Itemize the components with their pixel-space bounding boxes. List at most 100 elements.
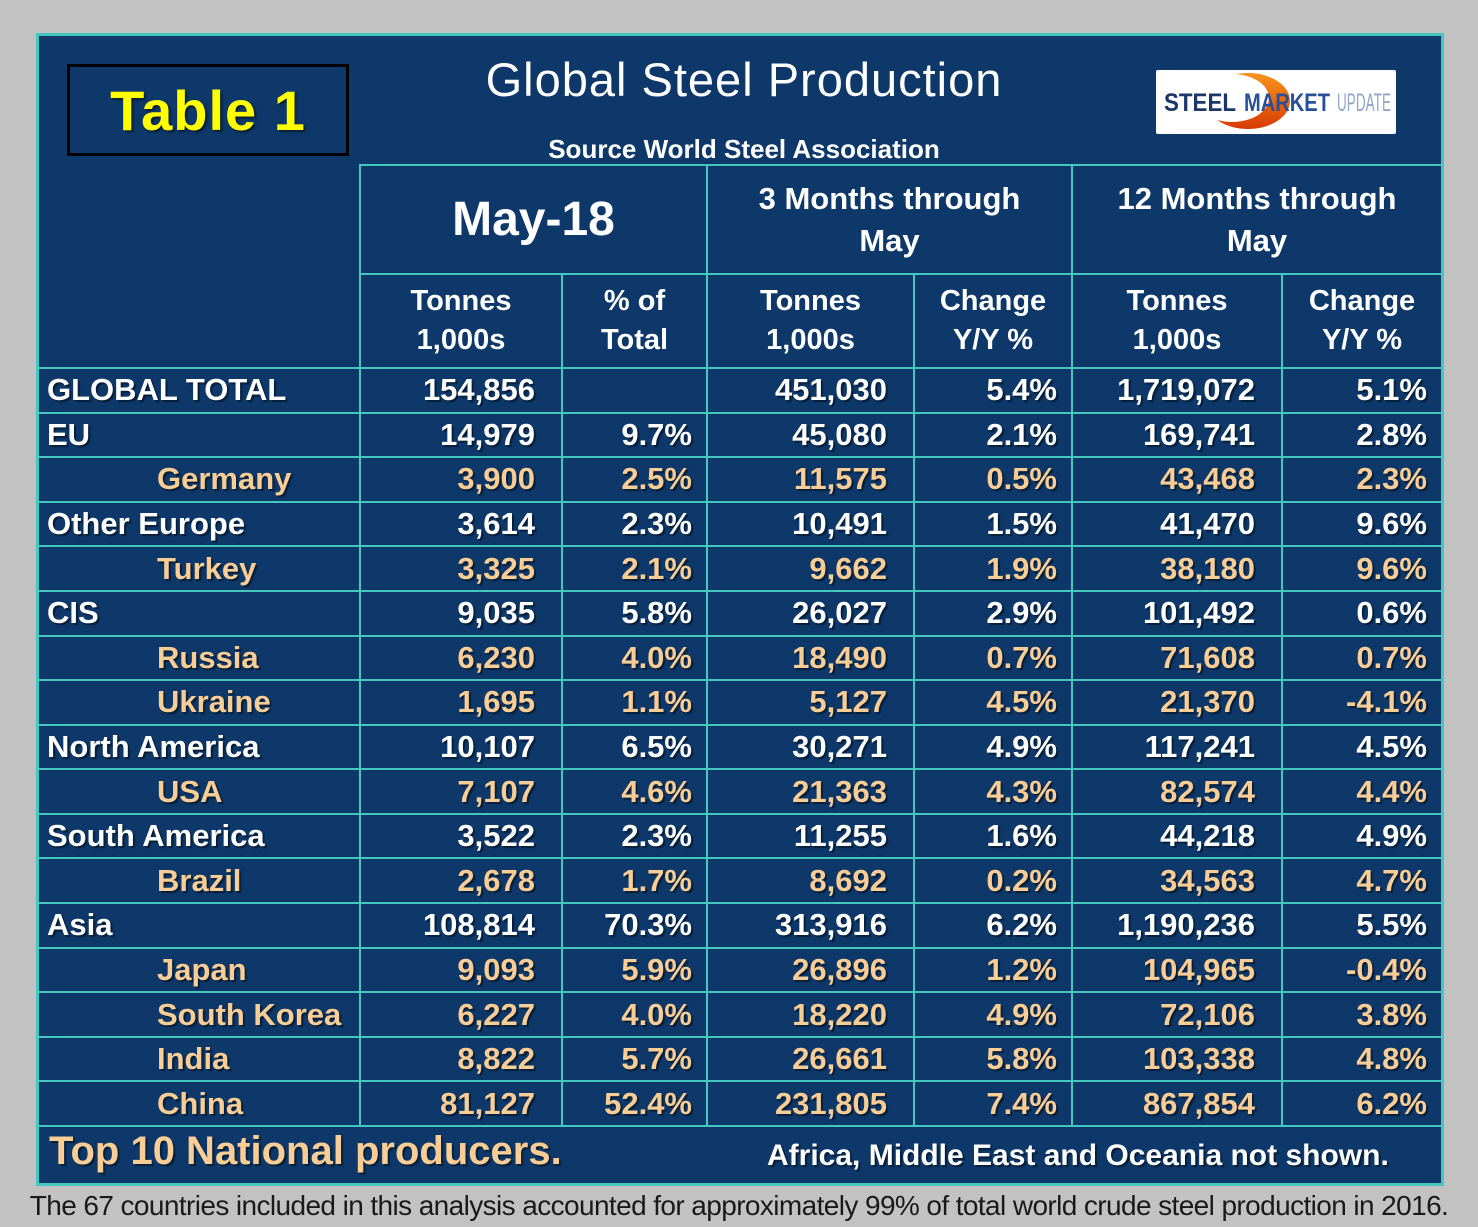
cell-12m-change: -4.1% — [1283, 681, 1441, 724]
cell-may-pct: 52.4% — [563, 1082, 706, 1125]
cell-12m-change: 4.8% — [1283, 1037, 1441, 1081]
table-row: Japan 9,093 5.9% 26,896 1.2% 104,965 -0.4% — [39, 948, 1441, 992]
cell-3m-change: 4.5% — [915, 681, 1071, 724]
cell-3m-change: 4.3% — [915, 770, 1071, 813]
subheader-may-pct: % of Total — [563, 275, 706, 367]
cell-may-pct: 5.8% — [563, 591, 706, 635]
table-row: Other Europe 3,614 2.3% 10,491 1.5% 41,470 9.6… — [39, 502, 1441, 546]
row-label: South Korea — [39, 993, 359, 1036]
logo-market-text: MARKET — [1244, 89, 1330, 117]
cell-12m-change: 4.9% — [1283, 814, 1441, 858]
cell-3m-change: 2.9% — [915, 591, 1071, 635]
cell-3m-change: 1.6% — [915, 814, 1071, 858]
header-3-months: 3 Months through May — [708, 166, 1071, 273]
cell-12m-tonnes: 38,180 — [1073, 547, 1281, 590]
cell-3m-change: 4.9% — [915, 993, 1071, 1036]
footer-regions-note: Africa, Middle East and Oceania not show… — [767, 1139, 1389, 1172]
row-label: Japan — [39, 948, 359, 992]
cell-may-tonnes: 3,522 — [361, 814, 561, 858]
cell-3m-tonnes: 26,027 — [708, 591, 913, 635]
cell-may-tonnes: 154,856 — [361, 369, 561, 412]
cell-3m-change: 5.4% — [915, 369, 1071, 412]
cell-12m-tonnes: 867,854 — [1073, 1082, 1281, 1125]
steel-market-update-logo: STEEL MARKET UPDATE — [1156, 70, 1396, 134]
cell-12m-tonnes: 1,719,072 — [1073, 369, 1281, 412]
cell-12m-change: 4.4% — [1283, 770, 1441, 813]
cell-may-pct: 70.3% — [563, 904, 706, 947]
cell-12m-tonnes: 72,106 — [1073, 993, 1281, 1036]
cell-3m-change: 7.4% — [915, 1082, 1071, 1125]
row-label: Brazil — [39, 859, 359, 903]
table-row: South Korea 6,227 4.0% 18,220 4.9% 72,106 3.8% — [39, 993, 1441, 1036]
table-body: GLOBAL TOTAL 154,856 451,030 5.4% 1,719,072 5… — [39, 367, 1441, 1127]
table-row: Asia 108,814 70.3% 313,916 6.2% 1,190,236 5.5% — [39, 904, 1441, 947]
table-row: Turkey 3,325 2.1% 9,662 1.9% 38,180 9.6% — [39, 547, 1441, 590]
cell-3m-change: 0.2% — [915, 859, 1071, 903]
subheader-3m-change: Change Y/Y % — [915, 275, 1071, 367]
cell-12m-tonnes: 34,563 — [1073, 859, 1281, 903]
row-label: North America — [39, 725, 359, 769]
cell-3m-tonnes: 11,255 — [708, 814, 913, 858]
cell-may-tonnes: 3,614 — [361, 502, 561, 546]
header-12-months: 12 Months through May — [1073, 166, 1441, 273]
row-label: Germany — [39, 458, 359, 501]
table-row: Brazil 2,678 1.7% 8,692 0.2% 34,563 4.7% — [39, 859, 1441, 903]
logo-steel-text: STEEL — [1164, 89, 1236, 117]
cell-may-pct: 9.7% — [563, 413, 706, 457]
cell-3m-tonnes: 21,363 — [708, 770, 913, 813]
row-label: Turkey — [39, 547, 359, 590]
cell-may-pct: 5.9% — [563, 948, 706, 992]
cell-3m-change: 0.7% — [915, 636, 1071, 680]
row-label: South America — [39, 814, 359, 858]
cell-3m-tonnes: 45,080 — [708, 413, 913, 457]
cell-may-tonnes: 81,127 — [361, 1082, 561, 1125]
cell-may-tonnes: 3,325 — [361, 547, 561, 590]
cell-3m-tonnes: 11,575 — [708, 458, 913, 501]
cell-12m-change: 9.6% — [1283, 547, 1441, 590]
cell-3m-tonnes: 451,030 — [708, 369, 913, 412]
cell-may-tonnes: 2,678 — [361, 859, 561, 903]
cell-may-tonnes: 1,695 — [361, 681, 561, 724]
cell-12m-change: 6.2% — [1283, 1082, 1441, 1125]
cell-12m-change: 4.7% — [1283, 859, 1441, 903]
cell-may-pct — [563, 369, 706, 412]
table-row: GLOBAL TOTAL 154,856 451,030 5.4% 1,719,072 5… — [39, 369, 1441, 412]
cell-may-tonnes: 6,227 — [361, 993, 561, 1036]
cell-may-pct: 4.6% — [563, 770, 706, 813]
cell-3m-tonnes: 8,692 — [708, 859, 913, 903]
table-row: North America 10,107 6.5% 30,271 4.9% 117,241… — [39, 725, 1441, 769]
bottom-footnote: The 67 countries included in this analys… — [29, 1190, 1449, 1221]
cell-3m-change: 5.8% — [915, 1037, 1071, 1081]
cell-12m-tonnes: 71,608 — [1073, 636, 1281, 680]
table-row: USA 7,107 4.6% 21,363 4.3% 82,574 4.4% — [39, 770, 1441, 813]
header-may-18: May-18 — [361, 166, 706, 273]
cell-12m-change: 3.8% — [1283, 993, 1441, 1036]
cell-3m-tonnes: 26,896 — [708, 948, 913, 992]
cell-3m-change: 1.9% — [915, 547, 1071, 590]
cell-may-tonnes: 10,107 — [361, 725, 561, 769]
table-row: EU 14,979 9.7% 45,080 2.1% 169,741 2.8% — [39, 413, 1441, 457]
row-label: USA — [39, 770, 359, 813]
source-subtitle: Source World Steel Association — [548, 134, 940, 164]
cell-3m-tonnes: 313,916 — [708, 904, 913, 947]
subheader-12m-tonnes: Tonnes 1,000s — [1073, 275, 1281, 367]
cell-may-tonnes: 7,107 — [361, 770, 561, 813]
table-number-label: Table 1 — [110, 78, 306, 142]
cell-12m-change: 0.7% — [1283, 636, 1441, 680]
cell-12m-change: 0.6% — [1283, 591, 1441, 635]
cell-may-tonnes: 9,035 — [361, 591, 561, 635]
cell-12m-tonnes: 169,741 — [1073, 413, 1281, 457]
row-label: Other Europe — [39, 502, 359, 546]
column-subheader-row: Tonnes 1,000s % of Total Tonnes 1,000s Chan… — [359, 273, 1441, 367]
subheader-3m-tonnes: Tonnes 1,000s — [708, 275, 913, 367]
table-footer: Top 10 National producers. Africa, Middl… — [39, 1127, 1441, 1182]
subheader-12m-change: Change Y/Y % — [1283, 275, 1441, 367]
cell-3m-tonnes: 30,271 — [708, 725, 913, 769]
subheader-may-tonnes: Tonnes 1,000s — [361, 275, 561, 367]
cell-3m-tonnes: 18,490 — [708, 636, 913, 680]
cell-12m-change: 2.8% — [1283, 413, 1441, 457]
cell-12m-tonnes: 1,190,236 — [1073, 904, 1281, 947]
row-label: India — [39, 1037, 359, 1081]
cell-may-pct: 2.3% — [563, 814, 706, 858]
page-title: Global Steel Production — [485, 53, 1003, 106]
